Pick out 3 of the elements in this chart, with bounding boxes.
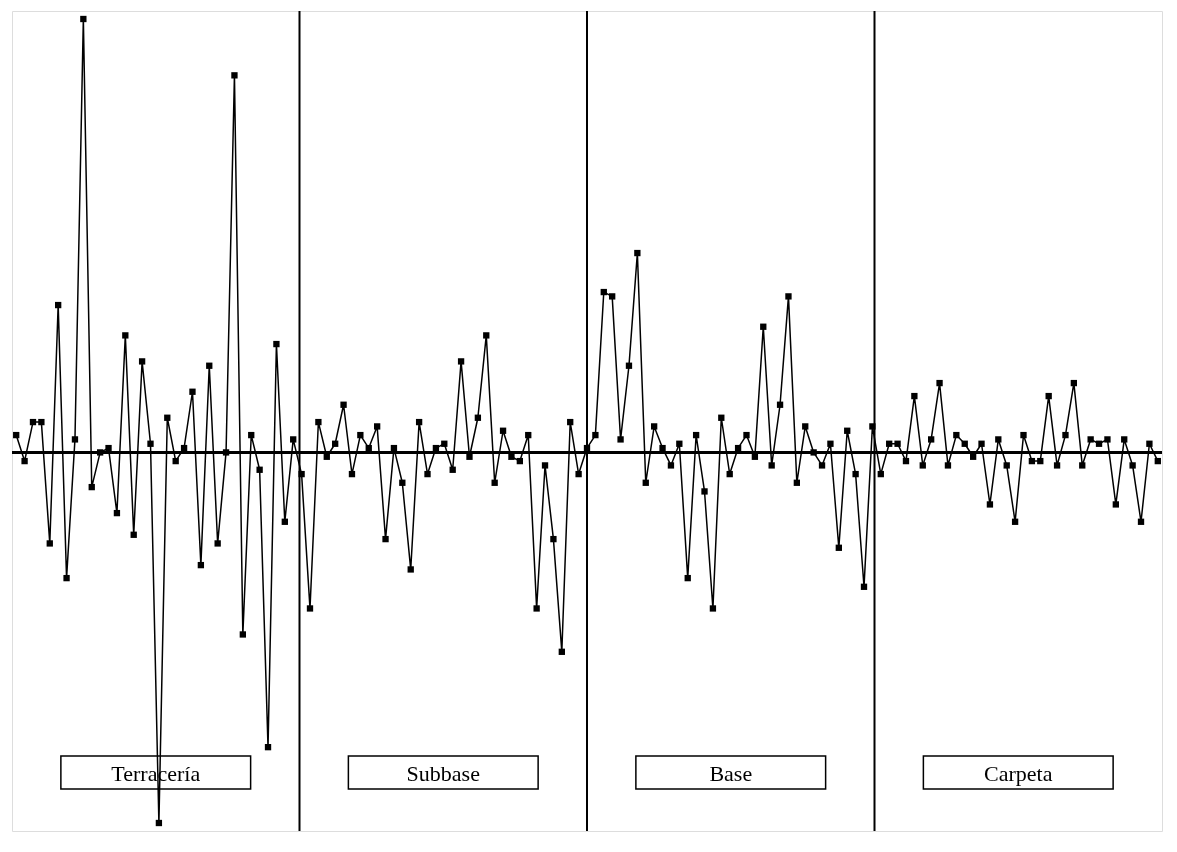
annotation: Subbase [406,761,480,786]
annotation: Carpeta [984,761,1053,786]
annotation: Base [709,761,753,786]
